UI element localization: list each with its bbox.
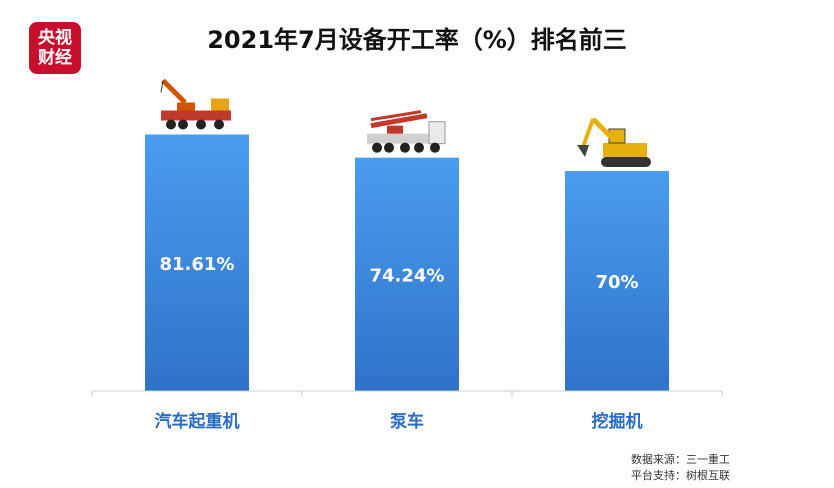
concrete-pump-truck-icon [367, 110, 446, 153]
bar-value-label: 81.61% [160, 254, 235, 275]
platform-support: 平台支持：树根互联 [631, 469, 730, 482]
bar [355, 157, 459, 391]
crane-truck-icon [160, 78, 231, 130]
bar [565, 170, 669, 391]
logo-line-1: 央视 [38, 28, 72, 48]
bar-value-label: 74.24% [370, 265, 445, 286]
category-label: 挖掘机 [592, 411, 643, 432]
chart-title: 2021年7月设备开工率（%）排名前三 [207, 26, 627, 54]
logo-line-2: 财经 [38, 48, 72, 68]
category-label: 汽车起重机 [155, 411, 240, 432]
category-label: 泵车 [390, 411, 424, 432]
excavator-icon [577, 117, 651, 167]
cctv-finance-logo: 央视 财经 [29, 22, 81, 74]
bar [145, 134, 249, 391]
data-source: 数据来源：三一重工 [631, 453, 730, 466]
bar-value-label: 70% [595, 272, 638, 293]
source-note: 数据来源：三一重工 平台支持：树根互联 [631, 452, 730, 484]
